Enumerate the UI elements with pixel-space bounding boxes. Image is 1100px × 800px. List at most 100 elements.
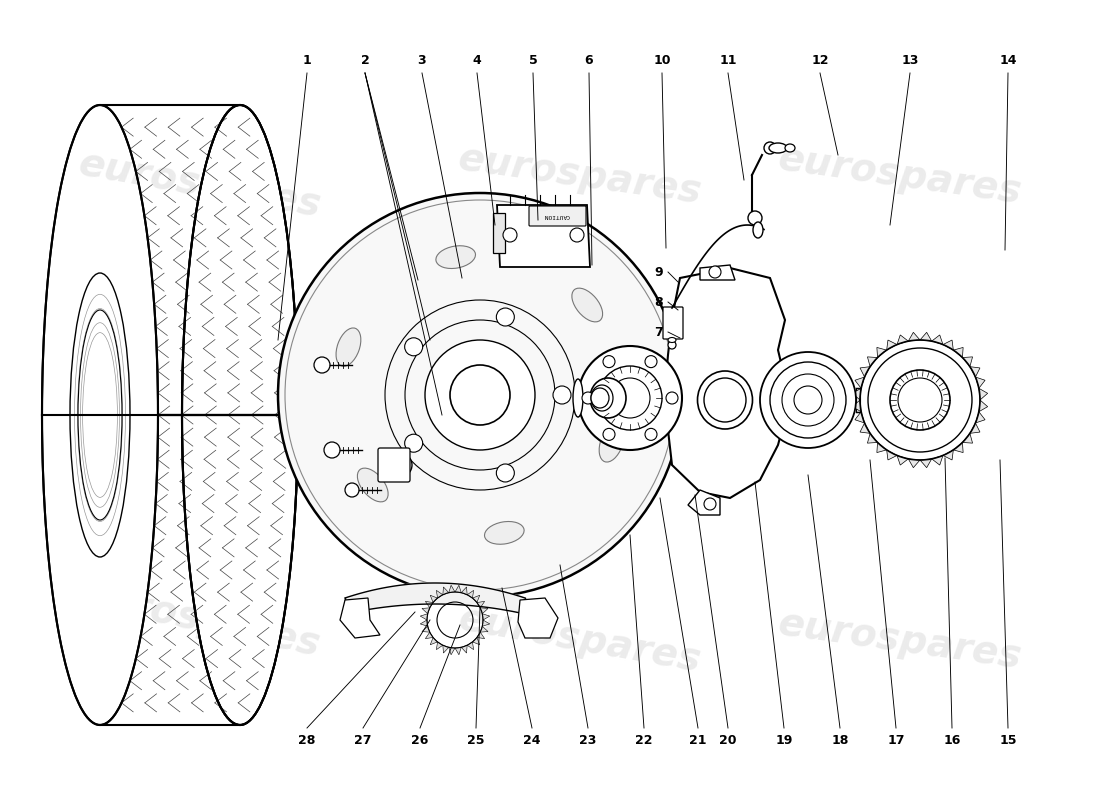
Text: 23: 23: [580, 734, 596, 747]
Polygon shape: [666, 268, 790, 498]
FancyBboxPatch shape: [663, 307, 683, 339]
Polygon shape: [340, 598, 379, 638]
Text: 2: 2: [361, 54, 370, 67]
Circle shape: [345, 483, 359, 497]
Polygon shape: [976, 377, 986, 388]
Text: eurospares: eurospares: [76, 145, 324, 225]
Circle shape: [874, 355, 965, 445]
Text: eurospares: eurospares: [776, 604, 1024, 676]
Polygon shape: [430, 595, 438, 602]
Polygon shape: [497, 205, 590, 267]
Polygon shape: [345, 583, 525, 614]
Polygon shape: [443, 646, 449, 653]
Polygon shape: [449, 586, 455, 593]
Text: 17: 17: [888, 734, 904, 747]
Polygon shape: [943, 340, 954, 350]
Polygon shape: [437, 642, 443, 650]
Polygon shape: [954, 442, 964, 453]
Polygon shape: [877, 442, 887, 453]
Text: 9: 9: [654, 266, 663, 278]
Text: 22: 22: [636, 734, 652, 747]
Polygon shape: [700, 265, 735, 280]
Text: 13: 13: [901, 54, 918, 67]
Ellipse shape: [668, 338, 676, 342]
Circle shape: [314, 357, 330, 373]
Text: eurospares: eurospares: [455, 600, 704, 680]
Text: eurospares: eurospares: [455, 139, 704, 211]
Polygon shape: [461, 587, 468, 594]
Ellipse shape: [572, 288, 603, 322]
Ellipse shape: [591, 385, 613, 411]
Polygon shape: [473, 638, 480, 645]
Polygon shape: [970, 366, 980, 377]
Polygon shape: [422, 608, 430, 614]
Polygon shape: [461, 646, 468, 653]
Ellipse shape: [590, 378, 626, 418]
Text: 10: 10: [653, 54, 671, 67]
Polygon shape: [422, 626, 430, 632]
Text: eurospares: eurospares: [776, 139, 1024, 211]
Polygon shape: [954, 347, 964, 358]
Circle shape: [764, 142, 776, 154]
Ellipse shape: [358, 468, 388, 502]
Ellipse shape: [600, 424, 624, 462]
Text: 11: 11: [719, 54, 737, 67]
Ellipse shape: [769, 143, 786, 153]
Text: 27: 27: [354, 734, 372, 747]
Circle shape: [890, 370, 950, 430]
Polygon shape: [688, 490, 720, 515]
Circle shape: [666, 392, 678, 404]
Ellipse shape: [436, 246, 475, 269]
Circle shape: [582, 392, 594, 404]
Polygon shape: [852, 388, 861, 400]
Polygon shape: [970, 423, 980, 434]
Polygon shape: [855, 377, 865, 388]
Ellipse shape: [484, 522, 524, 544]
Circle shape: [570, 228, 584, 242]
Polygon shape: [482, 614, 490, 620]
Polygon shape: [449, 647, 455, 654]
Polygon shape: [493, 213, 505, 253]
Text: 5: 5: [529, 54, 538, 67]
Circle shape: [450, 365, 510, 425]
Circle shape: [603, 428, 615, 440]
Circle shape: [704, 498, 716, 510]
Polygon shape: [443, 587, 449, 594]
Polygon shape: [896, 455, 909, 465]
Circle shape: [760, 352, 856, 448]
Text: 1: 1: [302, 54, 311, 67]
Circle shape: [578, 346, 682, 450]
Ellipse shape: [785, 144, 795, 152]
Polygon shape: [42, 415, 298, 725]
Text: 19: 19: [776, 734, 793, 747]
Polygon shape: [855, 412, 865, 423]
Text: 14: 14: [999, 54, 1016, 67]
Text: 24: 24: [524, 734, 541, 747]
Polygon shape: [962, 434, 972, 443]
Circle shape: [405, 434, 422, 452]
Circle shape: [645, 356, 657, 368]
Polygon shape: [932, 455, 943, 465]
Ellipse shape: [182, 105, 298, 725]
Text: 15: 15: [999, 734, 1016, 747]
Polygon shape: [868, 434, 878, 443]
Polygon shape: [455, 586, 461, 593]
Polygon shape: [518, 598, 558, 638]
Polygon shape: [979, 388, 988, 400]
Circle shape: [645, 428, 657, 440]
Polygon shape: [477, 602, 485, 608]
Polygon shape: [852, 400, 861, 412]
Text: 4: 4: [473, 54, 482, 67]
Circle shape: [668, 341, 676, 349]
Ellipse shape: [573, 379, 583, 417]
Circle shape: [324, 442, 340, 458]
Polygon shape: [943, 450, 954, 460]
Text: 21: 21: [690, 734, 706, 747]
Polygon shape: [426, 602, 433, 608]
Text: 3: 3: [418, 54, 427, 67]
Polygon shape: [468, 590, 474, 598]
Text: 18: 18: [832, 734, 849, 747]
Ellipse shape: [754, 222, 763, 238]
Polygon shape: [477, 632, 485, 638]
Text: 20: 20: [719, 734, 737, 747]
